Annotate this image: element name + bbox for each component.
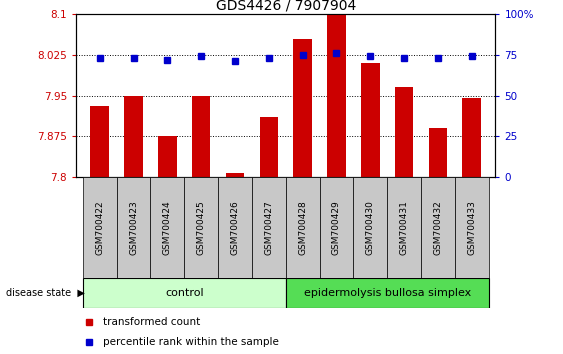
Bar [293, 39, 312, 177]
Text: GSM700431: GSM700431 [400, 200, 409, 255]
Bar [158, 136, 177, 177]
Text: epidermolysis bullosa simplex: epidermolysis bullosa simplex [303, 288, 471, 298]
Text: GSM700423: GSM700423 [129, 200, 138, 255]
Text: GSM700427: GSM700427 [264, 200, 273, 255]
Bar [218, 177, 252, 278]
Bar [395, 87, 413, 177]
Text: GSM700425: GSM700425 [196, 200, 205, 255]
Bar [252, 177, 286, 278]
Bar [83, 278, 286, 308]
Text: percentile rank within the sample: percentile rank within the sample [103, 337, 279, 347]
Title: GDS4426 / 7907904: GDS4426 / 7907904 [216, 0, 356, 13]
Bar [320, 177, 354, 278]
Bar [260, 117, 278, 177]
Text: disease state  ▶: disease state ▶ [6, 288, 84, 298]
Bar [428, 128, 447, 177]
Text: GSM700426: GSM700426 [230, 200, 239, 255]
Bar [286, 177, 320, 278]
Text: GSM700432: GSM700432 [434, 200, 443, 255]
Text: GSM700429: GSM700429 [332, 200, 341, 255]
Bar [91, 107, 109, 177]
Bar [354, 177, 387, 278]
Bar [124, 96, 143, 177]
Bar [462, 98, 481, 177]
Bar [184, 177, 218, 278]
Bar [361, 63, 379, 177]
Bar [226, 173, 244, 177]
Bar [150, 177, 184, 278]
Bar [83, 177, 117, 278]
Bar [286, 278, 489, 308]
Text: control: control [165, 288, 204, 298]
Bar [327, 14, 346, 177]
Text: GSM700433: GSM700433 [467, 200, 476, 255]
Bar [387, 177, 421, 278]
Text: GSM700424: GSM700424 [163, 200, 172, 255]
Text: GSM700428: GSM700428 [298, 200, 307, 255]
Bar [421, 177, 455, 278]
Bar [117, 177, 150, 278]
Bar [192, 96, 211, 177]
Text: GSM700422: GSM700422 [95, 200, 104, 255]
Bar [455, 177, 489, 278]
Text: transformed count: transformed count [103, 317, 200, 327]
Text: GSM700430: GSM700430 [366, 200, 375, 255]
